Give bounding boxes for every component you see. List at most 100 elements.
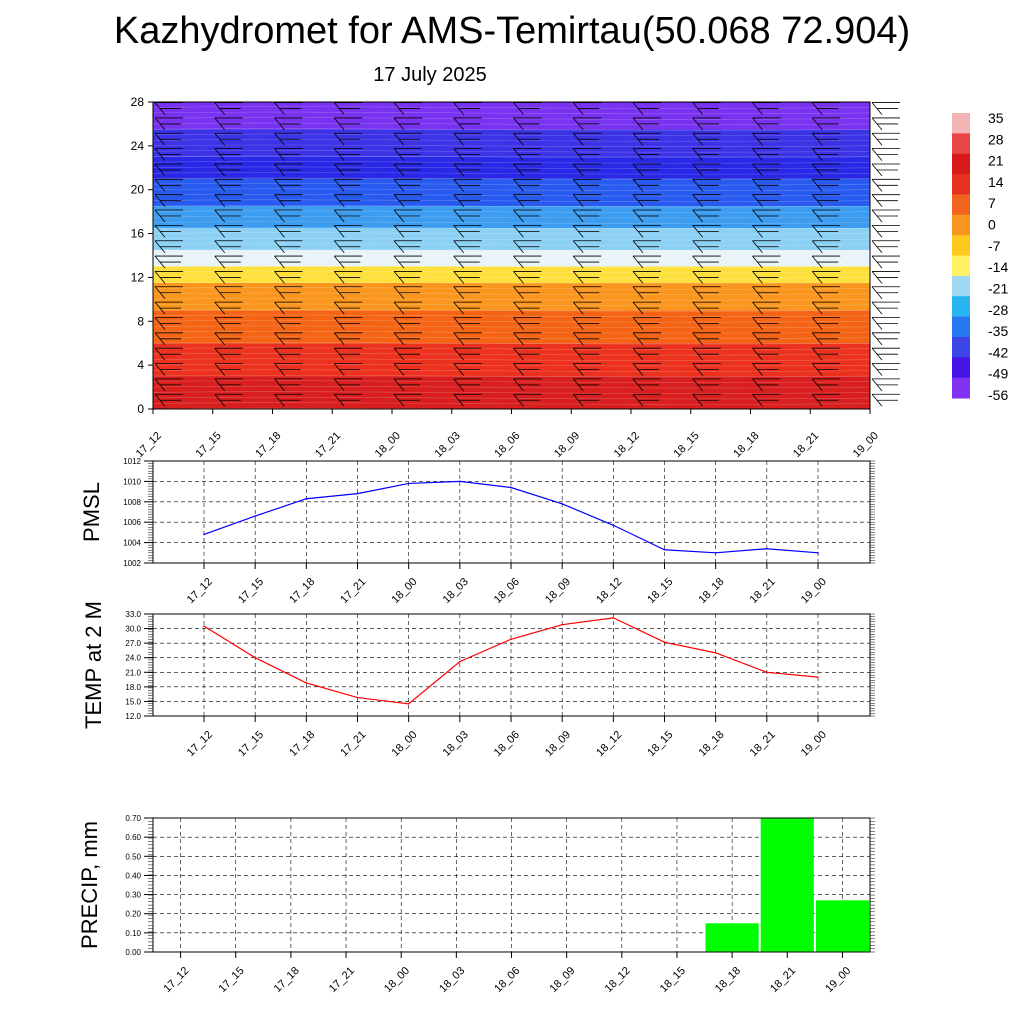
wind-barb: [274, 332, 303, 346]
wind-barb: [214, 286, 243, 300]
wind-barb: [393, 163, 422, 177]
x-tick-label: 18_18: [731, 430, 761, 460]
wind-barb: [572, 117, 602, 131]
isoline: [152, 391, 871, 394]
wind-barb: [274, 363, 303, 376]
y-tick-label: 18.0: [125, 683, 141, 692]
wind-barb: [692, 178, 721, 192]
isoline: [152, 183, 871, 186]
isoline: [152, 342, 871, 345]
wind-barb: [393, 286, 422, 300]
wind-barb: [274, 132, 303, 146]
wind-barb: [274, 148, 303, 161]
isoline: [152, 254, 871, 257]
wind-barb: [393, 347, 422, 361]
wind-barb: [632, 378, 661, 392]
wind-barb: [632, 255, 661, 269]
wind-barb: [393, 363, 422, 376]
wind-barb: [453, 332, 482, 346]
wind-barb: [453, 255, 482, 269]
wind-barb: [333, 132, 363, 146]
x-tick-label: 17_12: [161, 965, 191, 995]
temperature-data-point: [714, 652, 717, 654]
colorbar-label: -35: [988, 323, 1008, 339]
precipitation-axis-title: PRECIP, mm: [77, 821, 102, 949]
x-tick-label: 17_15: [236, 576, 266, 606]
wind-barb: [333, 317, 363, 330]
wind-barb: [811, 194, 841, 207]
pmsl-data-point: [254, 515, 256, 517]
y-tick-label: 0.60: [125, 833, 141, 842]
temperature-data-point: [817, 676, 819, 678]
x-tick-label: 18_12: [594, 729, 624, 759]
wind-barb: [632, 194, 661, 207]
wind-barb: [572, 209, 602, 223]
wind-barb: [632, 163, 661, 177]
x-tick-label: 18_06: [492, 729, 522, 759]
y-tick-label: 4: [137, 358, 144, 372]
x-tick-label: 18_18: [713, 965, 743, 995]
wind-barb: [214, 194, 243, 207]
wind-barb: [692, 163, 721, 177]
isoline: [152, 380, 871, 383]
x-tick-label: 18_15: [658, 965, 688, 995]
wind-barb: [214, 224, 243, 238]
x-tick-label: 18_15: [672, 430, 702, 460]
wind-barb: [214, 393, 243, 407]
wind-barb: [871, 224, 900, 238]
wind-barb: [453, 347, 482, 361]
wind-barb: [752, 393, 781, 407]
wind-barb: [572, 255, 602, 269]
isoline: [152, 226, 871, 230]
temperature-band: [153, 206, 870, 229]
wind-barb: [214, 378, 243, 392]
wind-barb: [393, 301, 422, 315]
x-tick-label: 18_06: [492, 576, 522, 606]
x-tick-label: 18_09: [552, 430, 582, 460]
wind-barb: [393, 332, 422, 346]
isoline: [152, 374, 871, 378]
wind-barb: [274, 347, 303, 361]
wind-barb: [453, 194, 482, 207]
wind-barb: [333, 102, 363, 115]
pmsl-data-point: [305, 497, 308, 500]
wind-barb: [632, 224, 661, 238]
y-tick-label: 0.20: [125, 910, 141, 919]
wind-barb: [632, 332, 661, 346]
x-tick-label: 18_21: [748, 729, 778, 759]
y-tick-label: 0: [137, 402, 144, 416]
temperature-data-point: [766, 671, 768, 674]
precip-bar: [705, 923, 759, 952]
wind-barb: [513, 378, 542, 392]
x-tick-label: 17_12: [185, 729, 215, 759]
wind-barb: [692, 132, 721, 146]
wind-barb: [692, 102, 721, 115]
colorbar-segment: [952, 275, 970, 297]
wind-barb: [572, 301, 602, 315]
temperature-band: [153, 102, 870, 130]
wind-barb: [811, 117, 841, 131]
temperature-band: [153, 310, 870, 344]
wind-barb: [393, 255, 422, 269]
wind-barb: [333, 301, 363, 315]
wind-barb: [572, 332, 602, 346]
x-tick-label: 18_18: [696, 729, 726, 759]
pmsl-data-point: [459, 480, 461, 483]
wind-barb: [572, 148, 602, 161]
wind-barb: [871, 255, 900, 269]
wind-barb: [811, 363, 841, 376]
colorbar-label: 0: [988, 217, 996, 233]
wind-barb: [871, 240, 900, 253]
wind-barb: [274, 271, 303, 284]
wind-barb: [871, 102, 900, 115]
isoline: [152, 232, 871, 235]
wind-barb: [333, 378, 363, 392]
temperature-data-point: [305, 682, 308, 684]
wind-barb: [572, 317, 602, 330]
temperature-band: [153, 343, 870, 377]
y-tick-label: 0.40: [125, 871, 141, 880]
wind-barb: [513, 317, 542, 330]
pmsl-data-point: [561, 503, 563, 505]
wind-barb: [871, 132, 900, 146]
wind-barb: [811, 255, 841, 269]
